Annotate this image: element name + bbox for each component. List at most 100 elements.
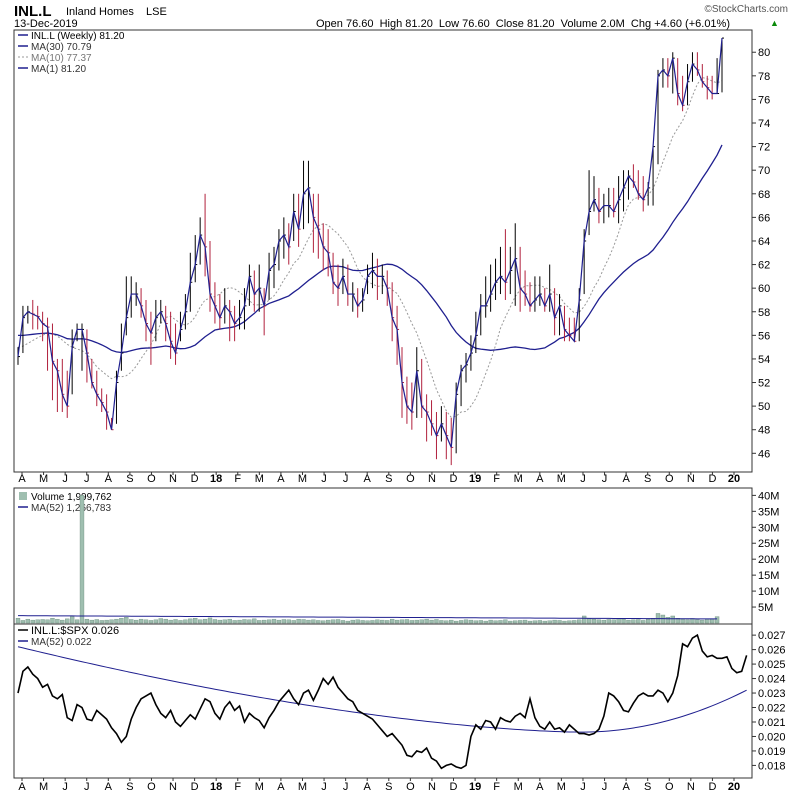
ratio-x-tick-label: M <box>255 781 264 793</box>
volume-bar <box>670 615 675 624</box>
price-x-tick-label: N <box>169 473 177 485</box>
volume-bar <box>522 619 528 624</box>
volume-bar <box>631 619 636 624</box>
volume-bar <box>591 618 597 624</box>
price-y-tick-label: 70 <box>758 165 770 177</box>
price-x-tick-label: O <box>665 473 674 485</box>
price-y-tick-label: 80 <box>758 47 770 59</box>
volume-bar <box>532 620 538 624</box>
volume-bar <box>439 620 444 624</box>
volume-bar <box>389 618 395 624</box>
volume-bar <box>84 618 90 624</box>
ratio-x-tick-label: M <box>557 781 566 793</box>
volume-bar <box>463 619 469 624</box>
ratio-x-tick-label: F <box>493 781 500 793</box>
price-y-tick-label: 60 <box>758 283 770 295</box>
price-y-tick-label: 50 <box>758 401 770 413</box>
price-y-tick-label: 62 <box>758 260 770 272</box>
volume-bar <box>40 619 45 624</box>
volume-bar <box>188 618 193 624</box>
volume-bar <box>45 619 50 624</box>
ratio-x-tick-label: S <box>385 781 392 793</box>
volume-bar <box>89 619 95 624</box>
ma10-line <box>17 77 723 418</box>
ratio-x-tick-label: S <box>126 781 133 793</box>
ratio-x-tick-label: N <box>687 781 695 793</box>
ratio-y-tick-label: 0.026 <box>758 645 786 657</box>
volume-bar <box>675 618 680 624</box>
volume-bar <box>458 620 464 624</box>
volume-bar <box>35 619 40 624</box>
price-x-tick-label: M <box>557 473 566 485</box>
volume-bar <box>596 619 602 624</box>
volume-bar <box>557 620 562 624</box>
volume-bar <box>227 618 232 624</box>
ratio-line <box>17 633 748 770</box>
volume-bar <box>355 619 360 624</box>
volume-bar <box>222 619 227 624</box>
ratio-x-tick-label: O <box>665 781 674 793</box>
ratio-y-tick-label: 0.027 <box>758 630 786 642</box>
volume-bar <box>537 620 543 624</box>
price-y-tick-label: 46 <box>758 448 770 460</box>
volume-bar <box>513 620 518 624</box>
volume-bar <box>178 620 183 624</box>
price-x-tick-label: S <box>126 473 133 485</box>
volume-bar <box>444 620 449 624</box>
price-x-tick-label: M <box>39 473 48 485</box>
volume-bar <box>562 620 567 624</box>
volume-bar <box>340 620 346 624</box>
volume-bar <box>129 619 134 624</box>
ratio-x-tick-label: J <box>84 781 90 793</box>
volume-y-tick-label: 40M <box>758 490 779 502</box>
ratio-x-tick-label: M <box>298 781 307 793</box>
volume-bar <box>680 618 685 624</box>
volume-bar <box>109 619 114 624</box>
price-x-tick-label: J <box>580 473 586 485</box>
volume-bar <box>15 618 21 624</box>
volume-bar <box>626 619 631 624</box>
volume-bar <box>350 619 355 624</box>
price-x-tick-label: D <box>450 473 458 485</box>
ma1-legend-label: MA(1) 81.20 <box>31 64 86 75</box>
volume-bar <box>321 620 326 624</box>
volume-bar <box>325 619 331 624</box>
volume-bar <box>483 620 488 624</box>
price-x-tick-label: J <box>62 473 68 485</box>
ratio-y-tick-label: 0.020 <box>758 731 786 743</box>
price-x-tick-label: A <box>18 473 26 485</box>
volume-bar <box>65 618 70 624</box>
ratio-x-tick-label: N <box>428 781 436 793</box>
volume-bar <box>286 619 291 624</box>
price-legend: INL.L (Weekly) 81.20 MA(30) 70.79 MA(10)… <box>18 31 125 75</box>
volume-bar <box>345 620 351 624</box>
price-x-tick-label: J <box>84 473 90 485</box>
volume-bar <box>148 620 154 624</box>
volume-bar <box>104 619 109 624</box>
volume-bar <box>168 619 173 624</box>
ratio-x-tick-label: J <box>62 781 68 793</box>
date-label: 13-Dec-2019 <box>14 18 78 30</box>
price-y-tick-label: 66 <box>758 212 770 224</box>
company-name: Inland Homes <box>66 6 134 18</box>
price-x-tick-label: M <box>298 473 307 485</box>
volume-bar <box>271 618 277 624</box>
price-y-tick-label: 64 <box>758 236 770 248</box>
volume-bar <box>138 618 144 624</box>
price-y-tick-label: 78 <box>758 71 770 83</box>
volume-bar <box>709 618 715 624</box>
volume-bar <box>385 620 390 624</box>
volume-bar <box>577 619 582 624</box>
volume-bar <box>114 618 119 624</box>
ratio-y-tick-label: 0.023 <box>758 688 786 700</box>
price-y-tick-label: 74 <box>758 118 770 130</box>
volume-bar <box>365 620 370 624</box>
price-y-tick-label: 54 <box>758 354 770 366</box>
price-x-tick-label: A <box>364 473 372 485</box>
volume-bar <box>581 615 587 624</box>
volume-bar <box>370 620 375 624</box>
volume-bar <box>193 618 198 624</box>
price-x-tick-label: 18 <box>210 473 222 485</box>
volume-bar <box>552 619 557 624</box>
